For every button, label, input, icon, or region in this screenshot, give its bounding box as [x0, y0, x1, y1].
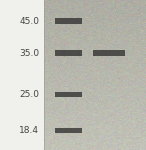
- Bar: [55, 128, 82, 133]
- Text: 25.0: 25.0: [19, 90, 39, 99]
- Text: 18.4: 18.4: [19, 126, 39, 135]
- Bar: [55, 92, 82, 97]
- Bar: [55, 50, 82, 56]
- Text: 45.0: 45.0: [19, 16, 39, 26]
- Bar: [93, 50, 125, 56]
- Bar: [55, 18, 82, 24]
- Bar: [0, 0, 44, 150]
- Text: 35.0: 35.0: [19, 49, 39, 58]
